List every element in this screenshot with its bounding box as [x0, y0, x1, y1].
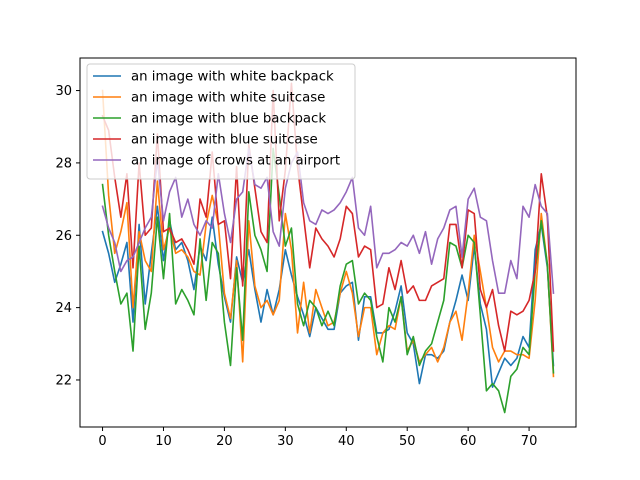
legend-label-3: an image with blue backpack [131, 112, 326, 127]
legend-box [86, 63, 356, 180]
series-line-4 [101, 82, 555, 352]
legend-label-4: an image with blue suitcase [131, 133, 318, 148]
legend-label-1: an image with white backpack [131, 70, 334, 85]
series-line-5 [101, 147, 555, 295]
legend-label-5: an image of crows at an airport [131, 154, 340, 169]
x-axis: 0 10 20 30 40 50 60 70 [98, 427, 537, 449]
x-tick-label: 0 [98, 434, 106, 449]
plot-frame [79, 57, 577, 428]
y-tick-label: 28 [55, 156, 72, 171]
x-tick-label: 40 [338, 434, 355, 449]
y-axis: 22 24 26 28 30 [55, 84, 80, 388]
x-tick-label: 10 [155, 434, 172, 449]
series-layer [101, 82, 555, 414]
y-tick-label: 24 [55, 301, 72, 316]
y-tick-label: 26 [55, 229, 72, 244]
x-tick-label: 30 [277, 434, 294, 449]
legend-label-2: an image with white suitcase [131, 91, 325, 106]
y-tick-label: 30 [55, 84, 72, 99]
legend: an image with white backpack an image wit… [86, 63, 356, 180]
x-tick-label: 60 [460, 434, 477, 449]
y-tick-label: 22 [55, 373, 72, 388]
series-line-3 [101, 147, 555, 414]
x-tick-label: 50 [399, 434, 416, 449]
x-tick-label: 20 [216, 434, 233, 449]
x-tick-label: 70 [521, 434, 538, 449]
